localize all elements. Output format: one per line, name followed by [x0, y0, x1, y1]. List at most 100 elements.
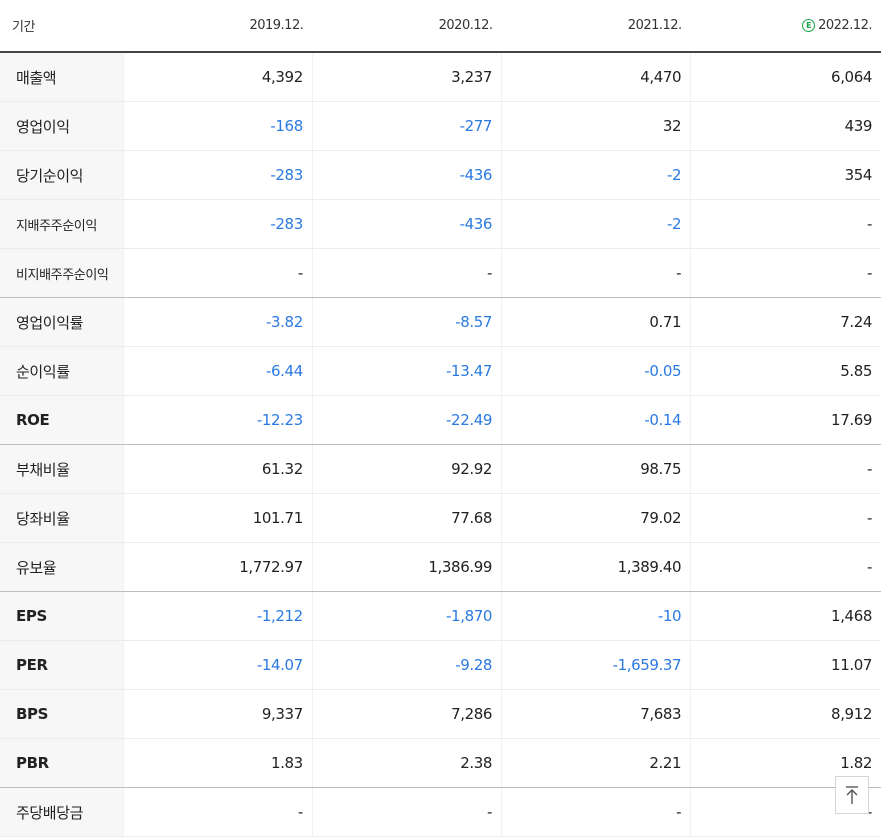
table-row: 부채비율 61.32 92.92 98.75-: [0, 444, 881, 494]
value-cell: 5.85: [690, 346, 881, 396]
value-cell: -2: [501, 199, 691, 249]
value-cell: -277: [311, 101, 502, 151]
value-cell: -: [311, 248, 502, 298]
row-label: 비지배주주순이익: [0, 248, 124, 298]
value-cell: 101.71: [122, 493, 313, 543]
scroll-to-top-button[interactable]: [835, 776, 869, 814]
value-cell: -0.14: [501, 395, 691, 445]
value-cell: 6,064: [690, 52, 881, 102]
table-header-row: 기간 2019.12. 2020.12. 2021.12. E 2022.12.: [0, 0, 881, 53]
value-cell: 9,337: [122, 689, 313, 739]
value-cell: -: [501, 248, 691, 298]
row-label: 지배주주순이익: [0, 199, 124, 249]
table-row: PBR 1.83 2.38 2.21 1.82: [0, 738, 881, 788]
value-cell: 1,386.99: [311, 542, 502, 592]
value-cell: -283: [122, 199, 313, 249]
period-header-label: 기간: [0, 0, 124, 53]
table-row: 당기순이익 -283 -436 -2 354: [0, 150, 881, 200]
estimate-icon: E: [802, 19, 816, 32]
value-cell: -: [690, 444, 881, 494]
value-cell: -0.05: [501, 346, 691, 396]
value-cell: 1,389.40: [501, 542, 691, 592]
table-row: PER -14.07 -9.28 -1,659.37 11.07: [0, 640, 881, 690]
value-cell: -: [690, 248, 881, 298]
row-label: 영업이익률: [0, 297, 124, 347]
value-cell: -2: [501, 150, 691, 200]
value-cell: -283: [122, 150, 313, 200]
value-cell: 4,470: [501, 52, 691, 102]
value-cell: 4,392: [122, 52, 313, 102]
value-cell: 7.24: [690, 297, 881, 347]
value-cell: -: [311, 787, 502, 837]
value-cell: -1,659.37: [501, 640, 691, 690]
value-cell: -6.44: [122, 346, 313, 396]
value-cell: 98.75: [501, 444, 691, 494]
table-row: BPS 9,337 7,286 7,683 8,912: [0, 689, 881, 739]
row-label: EPS: [0, 591, 124, 641]
period-header-1: 2020.12.: [312, 0, 502, 53]
value-cell: -10: [501, 591, 691, 641]
value-cell: -12.23: [122, 395, 313, 445]
value-cell: 61.32: [122, 444, 313, 494]
table-row: ROE -12.23 -22.49 -0.14 17.69: [0, 395, 881, 445]
value-cell: -: [690, 542, 881, 592]
value-cell: 77.68: [311, 493, 502, 543]
value-cell: 3,237: [311, 52, 502, 102]
arrow-up-to-top-icon: [846, 786, 858, 804]
table-row: 순이익률 -6.44 -13.47 -0.05 5.85: [0, 346, 881, 396]
row-label: 부채비율: [0, 444, 124, 494]
value-cell: -: [690, 199, 881, 249]
row-label: ROE: [0, 395, 124, 445]
value-cell: 17.69: [690, 395, 881, 445]
row-label: 매출액: [0, 52, 124, 102]
value-cell: 2.38: [311, 738, 502, 788]
value-cell: 7,683: [501, 689, 691, 739]
value-cell: -1,212: [122, 591, 313, 641]
value-cell: -: [122, 787, 313, 837]
table-row: 영업이익 -168 -277 32 439: [0, 101, 881, 151]
period-header-3-label: 2022.12.: [818, 18, 872, 33]
value-cell: 8,912: [690, 689, 881, 739]
row-label: 당기순이익: [0, 150, 124, 200]
value-cell: 2.21: [501, 738, 691, 788]
value-cell: 1.83: [122, 738, 313, 788]
value-cell: -22.49: [311, 395, 502, 445]
table-row: 영업이익률 -3.82 -8.57 0.71 7.24: [0, 297, 881, 347]
row-label: 주당배당금: [0, 787, 124, 837]
table-row: 지배주주순이익 -283 -436 -2-: [0, 199, 881, 249]
table-row: 비지배주주순이익 - - - -: [0, 248, 881, 298]
row-label: BPS: [0, 689, 124, 739]
value-cell: -1,870: [311, 591, 502, 641]
value-cell: -: [690, 493, 881, 543]
row-label: PBR: [0, 738, 124, 788]
value-cell: -: [501, 787, 691, 837]
value-cell: 0.71: [501, 297, 691, 347]
value-cell: -436: [311, 199, 502, 249]
period-header-3: E 2022.12.: [690, 0, 881, 53]
row-label: PER: [0, 640, 124, 690]
table-row: 매출액 4,392 3,237 4,470 6,064: [0, 52, 881, 102]
table-row: 주당배당금 - - - -: [0, 787, 881, 837]
table-row: 유보율 1,772.97 1,386.99 1,389.40-: [0, 542, 881, 592]
value-cell: -9.28: [311, 640, 502, 690]
row-label: 당좌비율: [0, 493, 124, 543]
table-row: 당좌비율 101.71 77.68 79.02-: [0, 493, 881, 543]
value-cell: 7,286: [311, 689, 502, 739]
value-cell: -13.47: [311, 346, 502, 396]
value-cell: -3.82: [122, 297, 313, 347]
value-cell: -168: [122, 101, 313, 151]
value-cell: -436: [311, 150, 502, 200]
period-header-0: 2019.12.: [123, 0, 313, 53]
value-cell: 1,772.97: [122, 542, 313, 592]
value-cell: 92.92: [311, 444, 502, 494]
value-cell: 79.02: [501, 493, 691, 543]
period-header-2: 2021.12.: [501, 0, 691, 53]
value-cell: -8.57: [311, 297, 502, 347]
value-cell: 439: [690, 101, 881, 151]
value-cell: 32: [501, 101, 691, 151]
value-cell: -14.07: [122, 640, 313, 690]
value-cell: 354: [690, 150, 881, 200]
row-label: 유보율: [0, 542, 124, 592]
table-row: EPS -1,212 -1,870 -10 1,468: [0, 591, 881, 641]
